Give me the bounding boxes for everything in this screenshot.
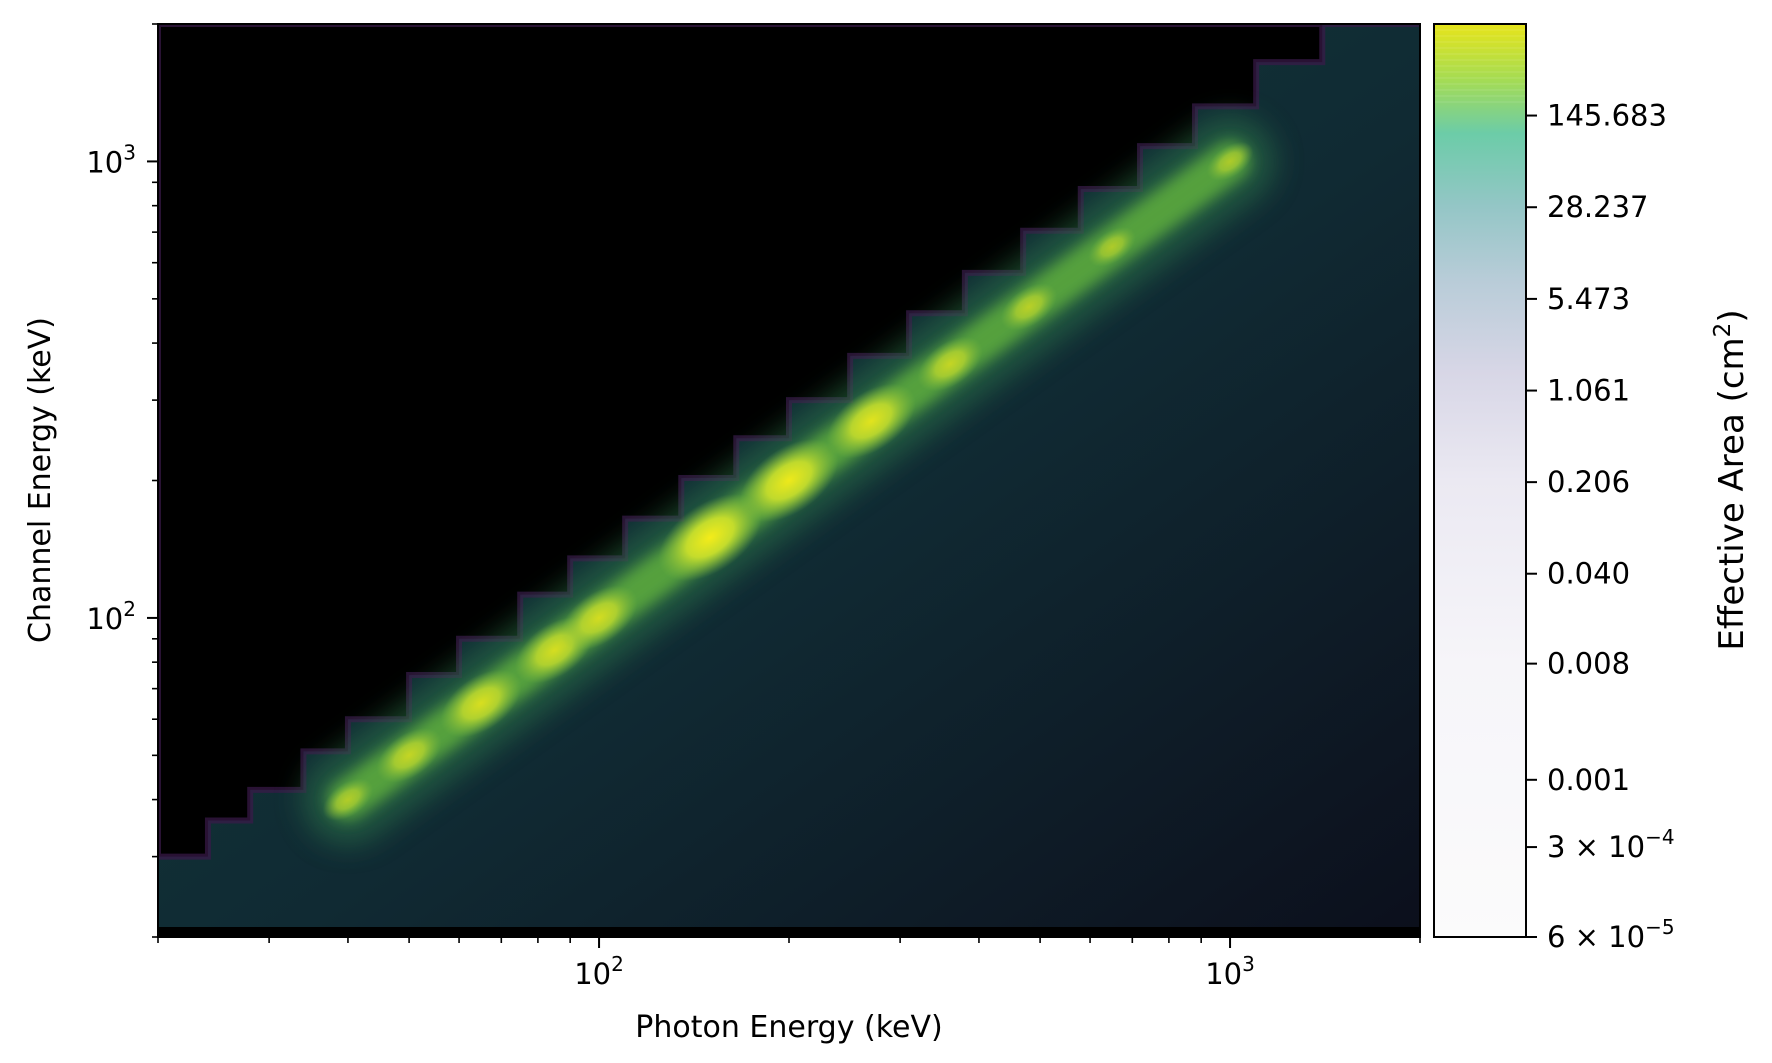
y-axis-label: Channel Energy (keV) [23, 317, 58, 643]
colorbar-tick-label: 1.061 [1547, 374, 1630, 408]
x-axis-label: Photon Energy (keV) [635, 1010, 942, 1045]
colorbar-label: Effective Area (cm2) [1710, 309, 1752, 650]
diagonal-peak-7 [826, 383, 916, 459]
diagonal-peak-10 [1088, 226, 1136, 267]
colorbar-tick-label: 0.001 [1547, 763, 1630, 797]
bottom-strip [158, 927, 1420, 937]
diagonal-peak-2 [440, 669, 522, 738]
colorbar: 145.683 28.237 5.473 1.061 0.206 0.040 0.008 0.… [1433, 23, 1752, 954]
y-axis: 102 103 [86, 23, 158, 938]
colorbar-tick-label: 145.683 [1547, 99, 1667, 133]
colorbar-tick-label: 3 × 10−4 [1547, 825, 1675, 864]
x-tick-label: 102 [574, 952, 624, 991]
diagonal-peak-1 [376, 727, 442, 783]
colorbar-tick-label: 5.473 [1547, 282, 1630, 316]
diagonal-peak-8 [917, 336, 983, 392]
y-tick-label: 102 [86, 597, 136, 636]
diagonal-peak-9 [1000, 283, 1058, 331]
x-axis: 102 103 [157, 937, 1421, 991]
empty-region [158, 24, 1420, 857]
colorbar-tick-label: 28.237 [1547, 190, 1648, 224]
colorbar-gradient [1434, 24, 1526, 937]
diagonal-peak-11 [1206, 141, 1254, 181]
diagonal-peak-5 [658, 494, 763, 582]
y-tick-label: 103 [86, 140, 136, 179]
heatmap-area [158, 24, 1420, 937]
diagonal-peak-0 [322, 778, 374, 821]
colorbar-frame [1433, 23, 1527, 938]
diagonal-peak-4 [560, 585, 638, 651]
diagonal-peak-6 [739, 439, 839, 522]
colorbar-tick-label: 0.008 [1547, 647, 1630, 681]
colorbar-tick-label: 0.206 [1547, 465, 1630, 499]
colorbar-tick-label: 6 × 10−5 [1547, 915, 1675, 954]
x-tick-label: 103 [1205, 952, 1255, 991]
colorbar-tick-label: 0.040 [1547, 557, 1630, 591]
